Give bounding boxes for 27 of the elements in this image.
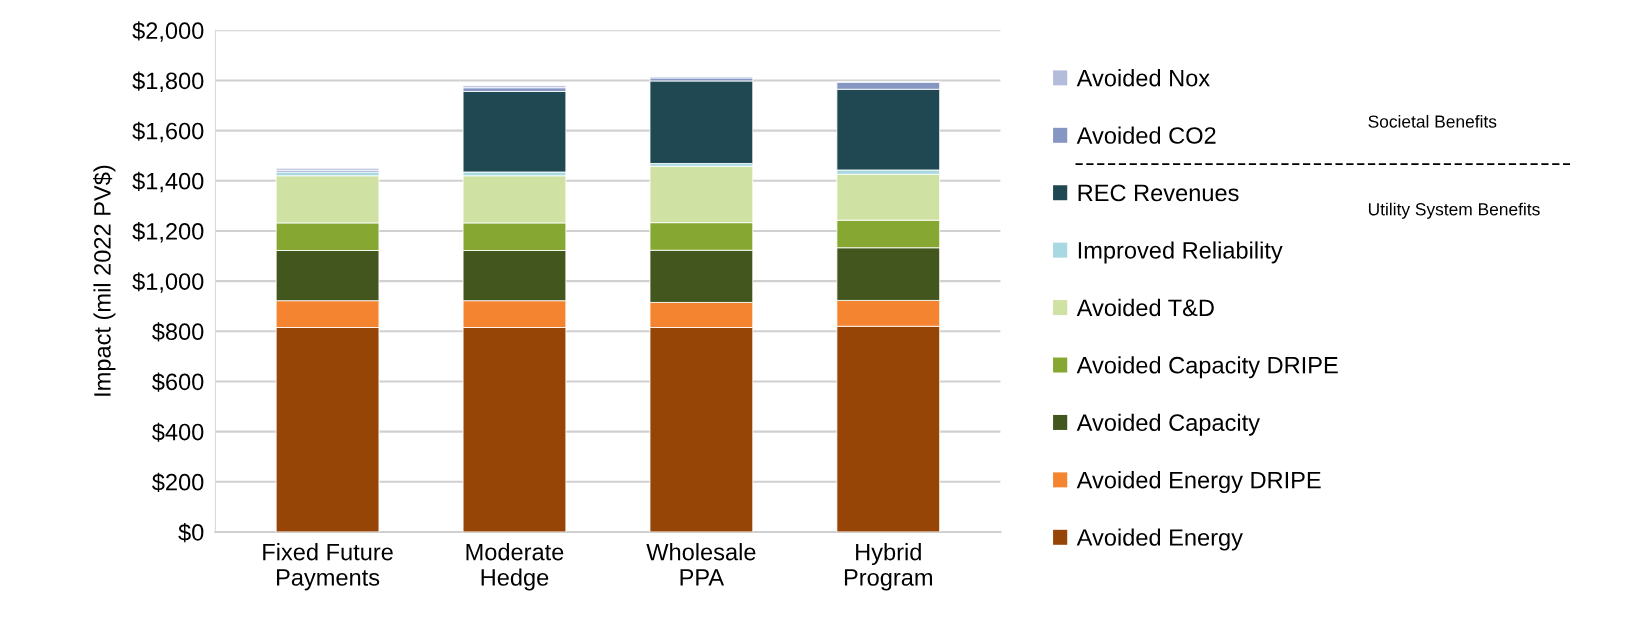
legend-label: Avoided Energy DRIPE [1076, 471, 1321, 494]
x-tick-label: Hybrid Program [844, 543, 932, 591]
y-tick-label: $200 [152, 472, 204, 492]
text: Utility System Benefits [1368, 202, 1540, 219]
y-tick-label: $1,200 [132, 222, 204, 243]
y-tick-label: $600 [152, 372, 204, 392]
x-tick-label: Fixed Future Payments [263, 543, 393, 591]
legend-label: Avoided T&D [1076, 298, 1214, 317]
legend-label: Avoided Capacity [1076, 413, 1260, 436]
y-tick-label: $400 [152, 422, 204, 442]
legend-label: Improved Reliability [1078, 241, 1283, 264]
y-axis-title: Impact (mil 2022 PV$) [93, 165, 116, 396]
y-tick-label: $2,000 [132, 21, 204, 42]
legend-label: Avoided Nox [1076, 69, 1210, 87]
y-tick-label: $1,800 [132, 71, 204, 93]
x-tick-label: Wholesale PPA [646, 543, 756, 586]
legend-label: Avoided CO2 [1076, 126, 1216, 144]
x-tick-label: Moderate Hedge [466, 543, 564, 591]
y-tick-label: $0 [178, 523, 204, 543]
y-tick-label: $1,600 [132, 121, 204, 143]
legend-label: REC Revenues [1078, 184, 1239, 202]
y-tick-label: $1,400 [132, 171, 204, 193]
legend-label: Avoided Capacity DRIPE [1076, 356, 1338, 379]
y-tick-label: $800 [152, 322, 204, 342]
text: Societal Benefits [1368, 114, 1497, 128]
legend-label: Avoided Energy [1076, 528, 1243, 551]
y-tick-label: $1,000 [132, 272, 204, 293]
